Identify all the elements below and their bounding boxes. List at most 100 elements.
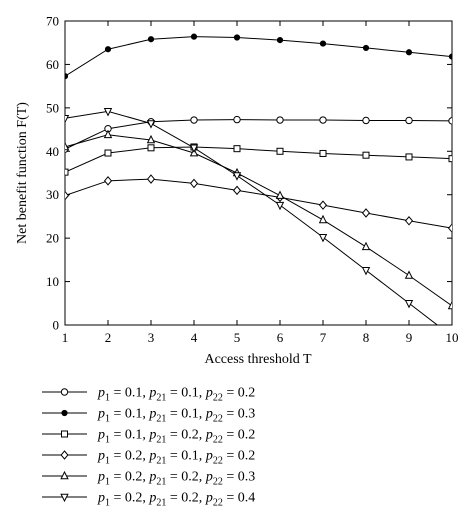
data-point [65,190,70,201]
x-tick-label: 1 [62,330,69,345]
data-point [190,33,198,40]
data-point [147,36,155,43]
series-3 [65,143,452,176]
plot-frame [64,20,453,326]
series-line [65,134,452,307]
x-axis-label: Access threshold T [204,352,311,367]
legend-marker [61,409,68,417]
legend-item: p1 = 0.1, p21 = 0.2, p22 = 0.2 [42,428,255,446]
y-tick-label: 50 [46,100,59,115]
data-point [275,190,285,199]
legend-marker [60,388,69,396]
data-point [103,176,113,186]
data-point [146,174,156,184]
data-point [232,185,242,196]
data-point [103,108,113,117]
data-point [405,153,413,161]
data-point [404,215,414,226]
legend-item: p1 = 0.2, p21 = 0.2, p22 = 0.4 [42,491,255,509]
data-point [404,299,414,309]
x-tick-label: 3 [148,330,155,345]
data-point [276,147,284,155]
series-5 [65,129,452,310]
series-4 [65,174,452,233]
legend-label: p1 = 0.2, p21 = 0.1, p22 = 0.2 [97,449,255,467]
data-point [318,214,328,224]
data-point [190,116,198,124]
data-point [318,233,328,243]
y-tick-label: 60 [46,57,59,72]
legend-item: p1 = 0.2, p21 = 0.1, p22 = 0.2 [42,449,255,467]
series-line [65,178,452,229]
data-point [361,266,371,276]
data-point [233,34,241,41]
data-point [318,200,328,210]
data-point [147,144,155,152]
data-point [275,201,285,211]
data-point [319,40,327,47]
axis-labels: Access threshold T Net benefit function … [15,102,312,367]
series-line [65,36,452,77]
legend-label: p1 = 0.1, p21 = 0.1, p22 = 0.2 [97,386,255,404]
x-tick-label: 8 [363,330,370,345]
data-point [233,145,241,153]
data-point [448,117,452,125]
data-point [65,168,69,176]
legend-label: p1 = 0.2, p21 = 0.2, p22 = 0.4 [97,491,255,509]
legend-marker [60,450,69,460]
legend-label: p1 = 0.1, p21 = 0.1, p22 = 0.3 [97,407,255,425]
data-point [189,144,199,153]
data-point [104,149,112,157]
data-point [146,134,156,144]
x-tick-label: 10 [446,330,459,345]
data-point [233,115,241,124]
legend-marker [61,430,68,438]
x-tick-label: 7 [320,330,327,345]
y-tick-label: 10 [46,274,59,289]
legend-marker [60,470,69,480]
data-point [319,149,327,157]
legend-item: p1 = 0.1, p21 = 0.1, p22 = 0.3 [42,407,255,425]
data-point [362,151,370,159]
data-point [65,73,69,80]
x-tick-label: 2 [105,330,112,345]
y-tick-label: 20 [46,231,59,246]
x-tick-label: 6 [277,330,284,345]
data-point [404,270,414,279]
y-tick-label: 0 [53,318,60,333]
y-axis-label: Net benefit function F(T) [15,102,30,244]
data-point [362,44,370,52]
data-point [448,155,452,163]
data-point [405,49,413,56]
legend: p1 = 0.1, p21 = 0.1, p22 = 0.2 p1 = 0.1, … [42,386,255,509]
data-point [146,120,156,129]
plot-area: 1 2 3 4 5 6 7 8 9 10 0 10 20 30 40 50 60 70 [46,14,459,346]
data-point [65,141,70,151]
data-point [104,46,112,53]
series-line [65,119,452,150]
y-tick-label: 70 [46,14,59,29]
legend-label: p1 = 0.1, p21 = 0.2, p22 = 0.2 [97,428,255,446]
data-point [276,116,284,124]
legend-marker [60,493,69,503]
y-tick-label: 40 [46,144,59,159]
data-point [448,53,452,60]
data-point [232,172,242,181]
data-point [447,300,452,310]
x-tick-label: 5 [234,330,241,345]
data-point [189,178,199,189]
y-tick-label: 30 [46,187,59,202]
data-point [319,116,327,124]
data-point [447,223,452,233]
x-tick-label: 9 [406,330,413,345]
data-point [361,208,371,218]
series-2 [65,33,452,80]
data-point [103,129,113,139]
data-point [361,241,371,251]
legend-label: p1 = 0.2, p21 = 0.2, p22 = 0.3 [97,470,255,488]
x-tick-label: 4 [191,330,198,345]
data-point [276,37,284,44]
data-point [65,114,70,124]
series-line [65,146,452,173]
series-6 [65,108,439,325]
